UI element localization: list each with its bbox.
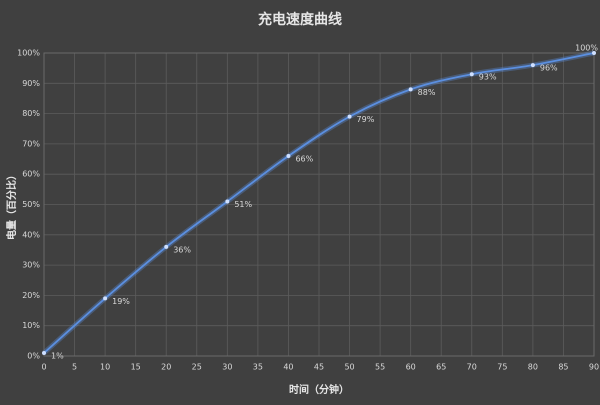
- y-tick-label: 50%: [22, 200, 40, 209]
- x-tick-label: 40: [283, 363, 293, 372]
- y-tick-label: 100%: [17, 49, 40, 58]
- y-tick-label: 10%: [22, 321, 40, 330]
- y-tick-label: 80%: [22, 109, 40, 118]
- x-tick-label: 30: [222, 363, 232, 372]
- x-tick-label: 80: [528, 363, 538, 372]
- x-tick-label: 70: [467, 363, 477, 372]
- x-tick-label: 45: [314, 363, 324, 372]
- y-tick-label: 70%: [22, 139, 40, 148]
- point: [225, 199, 230, 204]
- data-label: 1%: [51, 351, 64, 360]
- x-tick-label: 0: [41, 363, 46, 372]
- x-tick-label: 55: [375, 363, 385, 372]
- x-tick-label: 85: [558, 363, 568, 372]
- point: [164, 244, 169, 249]
- y-tick-label: 0%: [27, 352, 40, 361]
- y-axis-title: 电量（百分比）: [5, 170, 18, 240]
- y-tick-label: 90%: [22, 79, 40, 88]
- x-tick-label: 65: [436, 363, 446, 372]
- y-tick-label: 60%: [22, 170, 40, 179]
- data-label: 88%: [418, 88, 436, 97]
- data-label: 51%: [234, 200, 252, 209]
- data-label: 100%: [575, 44, 598, 53]
- data-label: 19%: [112, 297, 130, 306]
- y-tick-label: 40%: [22, 230, 40, 239]
- x-tick-label: 75: [497, 363, 507, 372]
- point: [103, 296, 108, 301]
- data-label: 96%: [540, 64, 558, 73]
- x-tick-label: 5: [72, 363, 77, 372]
- point: [408, 87, 413, 92]
- x-tick-label: 15: [131, 363, 141, 372]
- point: [592, 51, 596, 55]
- point: [530, 63, 535, 68]
- x-tick-label: 60: [406, 363, 416, 372]
- plot-border: [43, 52, 595, 357]
- x-tick-label: 10: [100, 363, 110, 372]
- point: [469, 72, 474, 77]
- point: [347, 114, 352, 119]
- point: [42, 350, 46, 355]
- x-axis-title: 时间（分钟）: [289, 383, 349, 396]
- x-tick-label: 50: [344, 363, 354, 372]
- line: [43, 52, 595, 354]
- data-label: 36%: [173, 245, 191, 254]
- x-tick-label: 25: [192, 363, 202, 372]
- data-label: 79%: [357, 115, 375, 124]
- data-label: 93%: [479, 73, 497, 82]
- x-tick-label: 35: [253, 363, 263, 372]
- x-tick-label: 20: [161, 363, 171, 372]
- x-tick-label: 90: [589, 363, 599, 372]
- point: [286, 154, 291, 159]
- data-label: 66%: [295, 155, 313, 164]
- y-tick-label: 30%: [22, 261, 40, 270]
- chart-title: 充电速度曲线: [258, 11, 342, 28]
- y-tick-label: 20%: [22, 291, 40, 300]
